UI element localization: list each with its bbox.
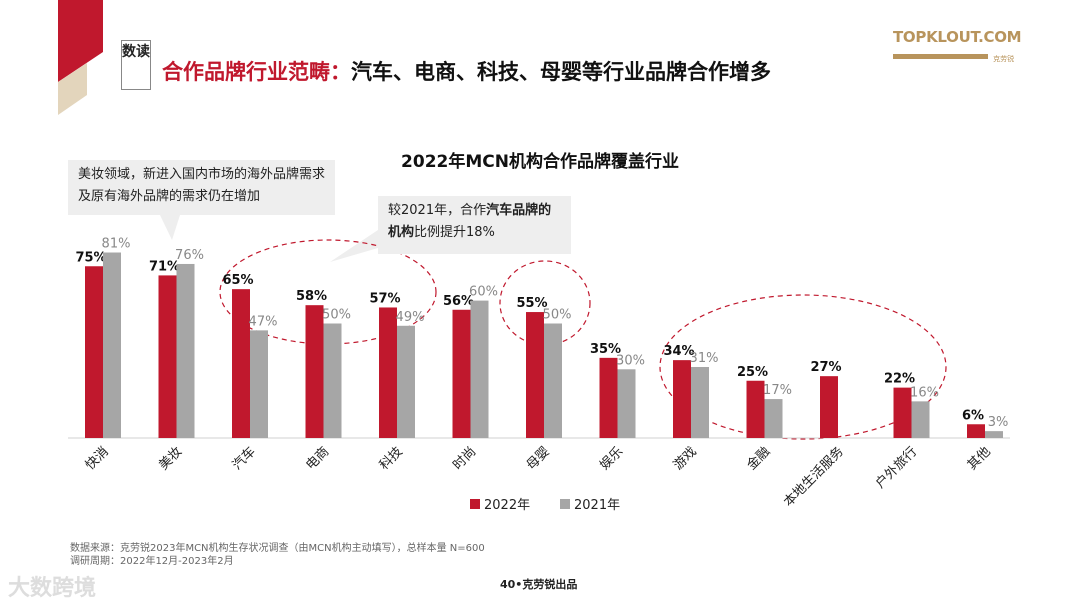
section-badge: 数读 [121, 40, 151, 90]
callout-bold: 机构 [388, 225, 415, 240]
bar-2022 [379, 307, 397, 438]
callout-text: 比例提升18% [414, 225, 495, 240]
data-label: 76% [175, 248, 204, 263]
category-label: 户外旅行 [872, 444, 920, 492]
bar-2021 [323, 323, 342, 438]
data-label: 31% [690, 351, 719, 366]
data-label: 50% [322, 308, 351, 323]
category-label: 游戏 [671, 444, 700, 473]
category-label: 金融 [744, 444, 774, 474]
data-label: 17% [763, 383, 792, 398]
period-text: 调研周期：2022年12月-2023年2月 [70, 556, 234, 567]
legend-swatch [470, 499, 480, 509]
data-label: 16% [910, 385, 939, 400]
bar-2021 [764, 399, 783, 438]
title-highlight: 合作品牌行业范畴： [162, 60, 351, 84]
data-label: 71% [149, 259, 180, 274]
data-label: 65% [222, 273, 253, 288]
callout-beauty: 美妆领域，新进入国内市场的海外品牌需求及原有海外品牌的需求仍在增加 [68, 160, 335, 215]
bar-2022 [305, 305, 324, 438]
callout-pointer [330, 230, 378, 262]
bar-2022 [893, 387, 912, 438]
page-number: 40•克劳锐出品 [500, 578, 578, 591]
data-label: 49% [396, 310, 425, 325]
data-label: 58% [296, 289, 327, 304]
bar-2022 [967, 424, 985, 438]
bar-2021 [691, 367, 709, 438]
logo-text: TOPKLOUT.COM [893, 28, 1022, 46]
chart-title: 2022年MCN机构合作品牌覆盖行业 [401, 152, 679, 172]
category-label: 电商 [303, 444, 332, 473]
bar-2022 [452, 309, 471, 438]
data-label: 35% [590, 342, 621, 357]
watermark: 大数跨境 [8, 576, 97, 601]
data-label: 56% [443, 294, 474, 309]
data-label: 30% [616, 353, 645, 368]
source-text: 数据来源：克劳锐2023年MCN机构生存状况调查（由MCN机构主动填写），总样本… [70, 543, 485, 554]
data-label: 25% [737, 365, 768, 380]
category-label: 母婴 [524, 444, 553, 473]
category-label: 本地生活服务 [780, 444, 846, 510]
data-label: 81% [102, 237, 131, 252]
legend-label: 2021年 [574, 498, 620, 513]
bar-2022 [85, 266, 103, 438]
category-label: 科技 [377, 444, 406, 473]
category-label: 美妆 [156, 444, 185, 473]
topklout-logo: TOPKLOUT.COM 克劳锐 [893, 28, 1022, 65]
bar-2021 [985, 431, 1003, 438]
data-label: 6% [962, 408, 984, 423]
bar-2021 [617, 369, 636, 438]
data-label: 75% [75, 250, 106, 265]
bar-2022 [232, 289, 250, 438]
data-label: 50% [543, 308, 572, 323]
data-label: 60% [469, 285, 498, 300]
data-label: 55% [516, 296, 547, 311]
bar-2022 [158, 275, 177, 438]
data-label: 47% [249, 314, 278, 329]
highlight-ellipse [499, 260, 591, 346]
data-label: 34% [663, 344, 694, 359]
bar-2021 [103, 252, 121, 438]
legend-label: 2022年 [484, 498, 530, 513]
page-title: 合作品牌行业范畴：汽车、电商、科技、母婴等行业品牌合作增多 [162, 56, 771, 86]
callout-pointer [160, 215, 180, 240]
data-label: 27% [810, 360, 841, 375]
data-label: 57% [369, 291, 400, 306]
callout-auto: 较2021年，合作汽车品牌的机构比例提升18% [378, 196, 571, 254]
category-label: 时尚 [450, 444, 479, 473]
data-label: 22% [884, 372, 915, 387]
bar-2021 [544, 323, 562, 438]
callout-text: 较2021年，合作 [388, 203, 487, 218]
category-label: 汽车 [229, 444, 259, 474]
bar-2022 [599, 357, 618, 438]
data-label: 3% [988, 415, 1009, 430]
category-label: 快消 [83, 444, 112, 473]
source-note: 数据来源：克劳锐2023年MCN机构生存状况调查（由MCN机构主动填写），总样本… [70, 542, 485, 568]
bar-2021 [176, 263, 195, 438]
bar-2021 [911, 401, 930, 438]
category-label: 其他 [965, 444, 994, 473]
bar-2021 [397, 325, 415, 438]
title-rest: 汽车、电商、科技、母婴等行业品牌合作增多 [351, 60, 771, 84]
callout-bold: 汽车品牌的 [486, 203, 552, 218]
bar-2021 [250, 330, 268, 438]
corner-decoration [58, 0, 103, 115]
category-label: 娱乐 [597, 444, 626, 473]
bar-2022 [746, 380, 765, 438]
logo-sub: 克劳锐 [993, 55, 1015, 63]
legend-swatch [560, 499, 570, 509]
bar-2022 [673, 360, 691, 438]
bar-2022 [820, 376, 838, 438]
bar-2022 [526, 312, 544, 438]
bar-2021 [470, 300, 489, 438]
highlight-ellipse [659, 294, 947, 440]
